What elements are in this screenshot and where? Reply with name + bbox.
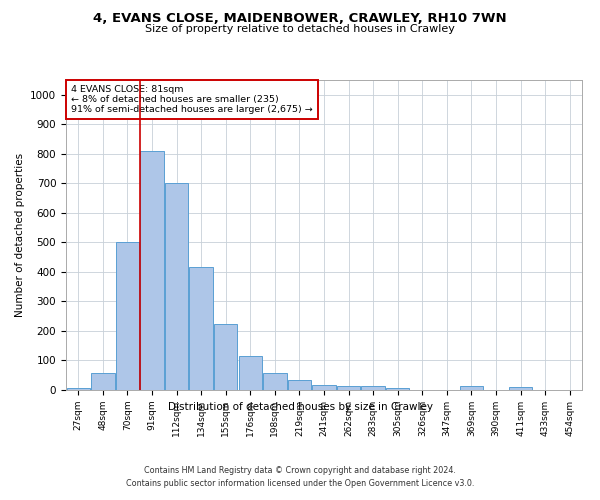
Text: 4, EVANS CLOSE, MAIDENBOWER, CRAWLEY, RH10 7WN: 4, EVANS CLOSE, MAIDENBOWER, CRAWLEY, RH…	[93, 12, 507, 26]
Bar	[239, 356, 262, 390]
Bar	[116, 242, 139, 390]
Bar	[509, 387, 532, 390]
Text: Contains HM Land Registry data © Crown copyright and database right 2024.
Contai: Contains HM Land Registry data © Crown c…	[126, 466, 474, 487]
Y-axis label: Number of detached properties: Number of detached properties	[14, 153, 25, 317]
Text: 4 EVANS CLOSE: 81sqm
← 8% of detached houses are smaller (235)
91% of semi-detac: 4 EVANS CLOSE: 81sqm ← 8% of detached ho…	[71, 84, 313, 114]
Bar	[140, 151, 164, 390]
Bar	[460, 386, 483, 390]
Bar	[288, 380, 311, 390]
Bar	[337, 386, 360, 390]
Bar	[190, 268, 213, 390]
Bar	[386, 388, 409, 390]
Bar	[263, 373, 287, 390]
Bar	[67, 388, 90, 390]
Bar	[165, 184, 188, 390]
Bar	[313, 385, 335, 390]
Bar	[361, 386, 385, 390]
Bar	[214, 324, 238, 390]
Text: Distribution of detached houses by size in Crawley: Distribution of detached houses by size …	[167, 402, 433, 412]
Text: Size of property relative to detached houses in Crawley: Size of property relative to detached ho…	[145, 24, 455, 34]
Bar	[91, 373, 115, 390]
